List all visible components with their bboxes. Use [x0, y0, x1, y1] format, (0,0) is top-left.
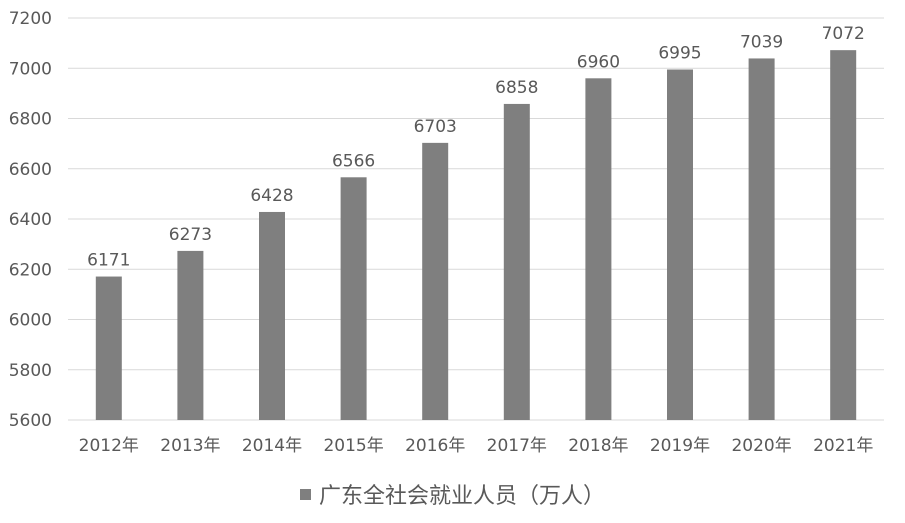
bar — [422, 142, 449, 420]
data-label: 6703 — [414, 117, 457, 137]
data-label: 6995 — [658, 44, 701, 64]
y-tick-label: 5600 — [9, 411, 52, 431]
y-tick-label: 7000 — [9, 59, 52, 79]
y-axis-ticks: 5600 5800 6000 6200 6400 6600 6800 7000 7200 — [9, 9, 52, 431]
y-tick-label: 6800 — [9, 110, 52, 130]
bar-chart: 5600 5800 6000 6200 6400 6600 6800 7000 7200 617… — [9, 9, 884, 456]
bars — [95, 50, 857, 421]
data-label: 7072 — [822, 24, 865, 44]
bar — [95, 276, 122, 420]
bar — [503, 103, 530, 421]
data-label: 6428 — [250, 186, 293, 206]
data-label: 6960 — [577, 52, 620, 72]
x-tick-label: 2014年 — [242, 436, 302, 456]
data-label: 6171 — [87, 251, 130, 271]
data-label: 7039 — [740, 32, 783, 52]
legend-swatch — [299, 488, 311, 500]
x-tick-label: 2019年 — [650, 436, 710, 456]
x-tick-label: 2015年 — [323, 436, 383, 456]
bar — [177, 250, 204, 420]
x-tick-label: 2012年 — [79, 436, 139, 456]
gridlines — [68, 17, 884, 421]
data-labels: 6171 6273 6428 6566 6703 6858 6960 6995 7039 7072 — [87, 24, 865, 270]
data-label: 6273 — [169, 225, 212, 245]
y-tick-label: 5800 — [9, 361, 52, 381]
x-axis-ticks: 2012年 2013年 2014年 2015年 2016年 2017年 2018年 2019年… — [79, 436, 874, 456]
y-tick-label: 6400 — [9, 210, 52, 230]
data-label: 6858 — [495, 78, 538, 98]
y-tick-label: 6200 — [9, 260, 52, 280]
x-tick-label: 2021年 — [813, 436, 873, 456]
x-tick-label: 2020年 — [731, 436, 791, 456]
x-tick-label: 2013年 — [160, 436, 220, 456]
bar — [748, 58, 775, 421]
bar — [585, 78, 612, 421]
x-tick-label: 2018年 — [568, 436, 628, 456]
data-label: 6566 — [332, 151, 375, 171]
y-tick-label: 6600 — [9, 160, 52, 180]
y-tick-label: 7200 — [9, 9, 52, 29]
bar — [259, 211, 285, 420]
legend-label: 广东全社会就业人员（万人） — [318, 484, 605, 509]
bar — [667, 69, 693, 420]
bar — [340, 177, 367, 420]
x-tick-label: 2016年 — [405, 436, 465, 456]
y-tick-label: 6000 — [9, 311, 52, 331]
legend: 广东全社会就业人员（万人） — [0, 476, 905, 512]
x-tick-label: 2017年 — [487, 436, 547, 456]
bar — [830, 50, 857, 420]
